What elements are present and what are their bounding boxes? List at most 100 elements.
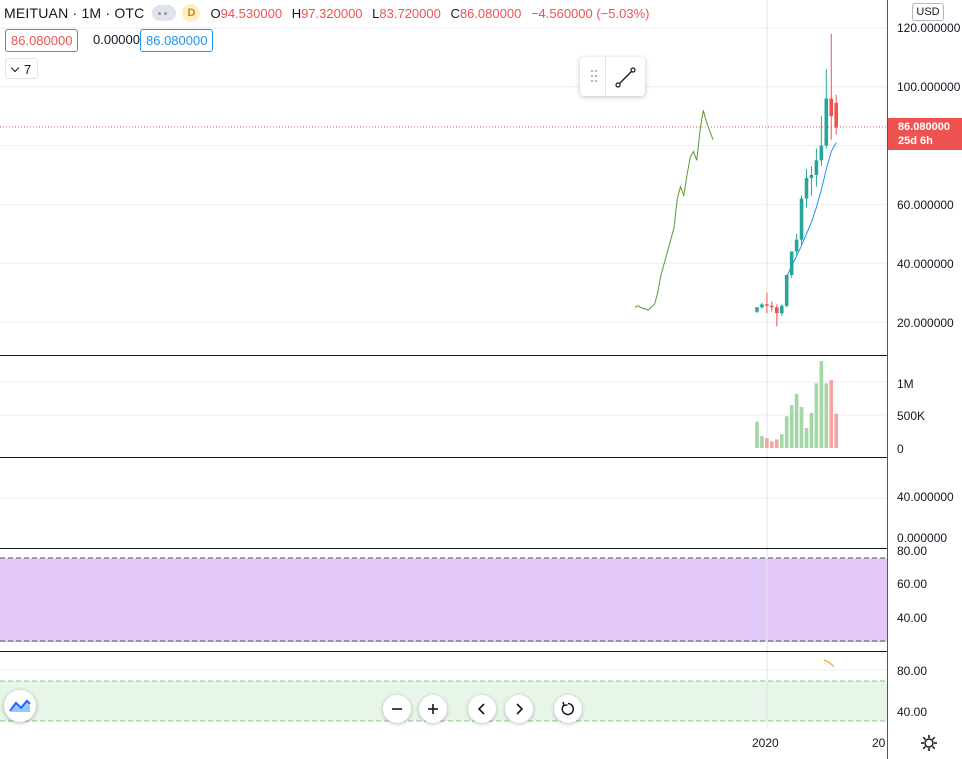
price-tick: 20.000000: [897, 316, 954, 330]
chart-plot-area[interactable]: [0, 0, 887, 728]
chevron-left-icon: [477, 703, 485, 715]
volume-bar: [809, 413, 814, 448]
tradingview-logo-icon[interactable]: [4, 690, 36, 722]
volume-bar: [775, 439, 779, 448]
candle-body: [819, 145, 824, 161]
last-price-value: 86.080000: [898, 121, 950, 133]
buy-price-button[interactable]: 86.080000: [140, 29, 214, 52]
volume-tick: 500K: [897, 409, 926, 423]
low-label: L: [372, 5, 380, 21]
volume-bar: [814, 383, 819, 448]
time-tick: 2020: [752, 736, 779, 750]
price-tick: 100.000000: [897, 80, 961, 94]
ohlc-values: O94.530000 H97.320000 L83.720000 C86.080…: [210, 6, 655, 21]
indicators-toggle-button[interactable]: 7: [5, 58, 39, 79]
volume-bar: [760, 436, 764, 448]
candle-body: [765, 304, 769, 306]
candle-body: [799, 198, 804, 240]
volume-bar: [779, 434, 784, 448]
reset-icon: [561, 701, 574, 716]
ma-line: [786, 142, 837, 277]
volume-bar: [794, 393, 799, 448]
comparison-line: [634, 110, 714, 311]
candle-body: [814, 160, 819, 175]
osc3-series-line: [823, 659, 835, 668]
comparison-series: [634, 110, 714, 311]
volume-bar: [755, 421, 759, 448]
zoom-in-button[interactable]: [419, 695, 447, 723]
volume-bars: [755, 360, 838, 448]
drag-handle-icon[interactable]: [580, 57, 606, 96]
sell-price-button[interactable]: 86.080000: [5, 29, 79, 52]
osc-tick: 40.000000: [897, 490, 954, 504]
indicators-count: 7: [24, 62, 32, 77]
gear-icon[interactable]: [919, 733, 939, 753]
price-tick: 40.000000: [897, 257, 954, 271]
open-label: O: [210, 5, 221, 21]
rsi-tick: 40.00: [897, 611, 928, 625]
high-label: H: [291, 5, 302, 21]
volume-bar: [829, 380, 834, 448]
candle-body: [824, 98, 829, 146]
change-value: −4.560000 (−5.03%): [530, 5, 650, 21]
volume-bar: [789, 405, 794, 448]
candle-body: [794, 239, 799, 252]
interval-badge[interactable]: D: [182, 4, 201, 22]
scroll-left-button[interactable]: [468, 695, 496, 723]
candle-body: [755, 307, 759, 312]
osc-tick: 0.000000: [897, 531, 948, 545]
candle-body: [779, 305, 784, 314]
currency-button[interactable]: USD: [912, 3, 944, 21]
volume-bar: [804, 428, 809, 448]
zoom-out-button[interactable]: [383, 695, 411, 723]
candle-body: [789, 251, 794, 275]
pane-separator[interactable]: [0, 457, 962, 458]
time-axis[interactable]: 2020 20: [0, 728, 887, 759]
rsi-tick: 80.00: [897, 544, 928, 558]
reset-chart-button[interactable]: [554, 695, 582, 723]
symbol-title[interactable]: MEITUAN · 1M · OTC: [4, 5, 145, 21]
pane-separator[interactable]: [0, 651, 962, 652]
volume-bar: [834, 413, 838, 448]
pane-separator[interactable]: [0, 355, 962, 356]
osc3-tick: 80.00: [897, 664, 928, 678]
chevron-right-icon: [516, 703, 524, 715]
candle-body: [834, 102, 838, 128]
volume-bar: [770, 441, 774, 448]
minus-icon: [392, 708, 402, 710]
bar-countdown: 25d 6h: [898, 135, 933, 147]
candle-body: [775, 307, 779, 314]
volume-bar: [819, 360, 824, 448]
moving-average-line: [786, 142, 837, 277]
plus-icon: [428, 704, 438, 714]
trend-line-icon[interactable]: [606, 65, 645, 89]
spread-value: 0.000000: [88, 29, 153, 52]
price-tick: 60.000000: [897, 198, 954, 212]
candlesticks: [755, 33, 838, 327]
volume-tick: 0: [897, 442, 904, 456]
rsi-tick: 60.00: [897, 577, 928, 591]
symbol-legend: MEITUAN · 1M · OTC D O94.530000 H97.3200…: [0, 0, 886, 26]
osc3-tick: 40.00: [897, 705, 928, 719]
candle-body: [804, 177, 809, 199]
volume-bar: [765, 438, 769, 448]
volume-bar: [824, 383, 829, 448]
rsi-band: [0, 558, 887, 642]
close-value: 86.080000: [459, 5, 522, 21]
price-tick: 120.000000: [897, 21, 961, 35]
candle-body: [809, 175, 814, 178]
open-value: 94.530000: [220, 5, 283, 21]
volume-tick: 1M: [897, 377, 914, 391]
pane-separator[interactable]: [0, 548, 962, 549]
candle-body: [770, 305, 774, 308]
candle-body: [760, 304, 764, 308]
volume-bar: [799, 407, 804, 448]
candle-body: [784, 274, 789, 306]
last-price-label: 86.080000 25d 6h: [888, 118, 962, 150]
more-dots-icon[interactable]: [152, 5, 177, 21]
close-label: C: [450, 5, 460, 21]
scroll-right-button[interactable]: [505, 695, 533, 723]
floating-drawing-toolbar[interactable]: [580, 57, 645, 96]
high-value: 97.320000: [301, 5, 363, 21]
candle-body: [829, 98, 834, 117]
